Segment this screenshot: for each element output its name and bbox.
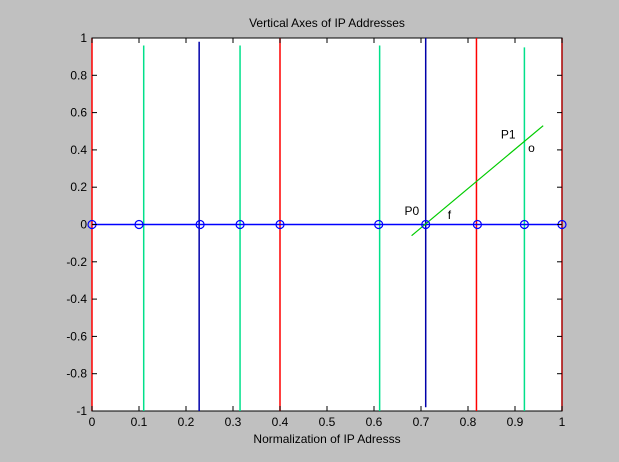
annotation-label: f: [448, 208, 452, 222]
x-tick-label: 0.5: [319, 415, 336, 429]
diagonal-line-layer: [411, 125, 544, 237]
x-tick-label: 0.6: [366, 415, 383, 429]
x-tick-label: 0.7: [413, 415, 430, 429]
data-point-marker: [519, 219, 530, 230]
y-tick-label: -0.2: [66, 255, 87, 269]
x-tick-label: 0.9: [507, 415, 524, 429]
data-point-marker: [235, 219, 245, 230]
markers-layer: [87, 219, 567, 230]
diagonal-line: [411, 125, 544, 237]
x-tick-label: 1: [559, 415, 566, 429]
data-point-marker: [134, 219, 144, 230]
data-point-marker: [195, 219, 205, 230]
x-tick-label: 0.1: [131, 415, 148, 429]
x-tick-label: 0.8: [460, 415, 477, 429]
y-tick-label: 0.2: [70, 180, 87, 194]
x-tick-label: 0.4: [272, 415, 289, 429]
annotation-label: P1: [501, 128, 516, 142]
annotations-layer: P0 f P1 o: [405, 128, 536, 222]
chart-title: Vertical Axes of IP Addresses: [249, 16, 405, 30]
x-tick-label: 0.3: [225, 415, 242, 429]
y-tick-label: 0: [80, 218, 87, 232]
y-tick-label: 0.4: [70, 143, 87, 157]
x-axis-label: Normalization of IP Adresss: [253, 432, 400, 446]
data-point-marker: [472, 219, 482, 230]
y-tick-label: 1: [80, 31, 87, 45]
y-tick-label: -0.4: [66, 292, 87, 306]
y-tick-label: -1: [76, 404, 87, 418]
data-point-marker: [275, 219, 285, 230]
y-tick-label: -0.8: [66, 367, 87, 381]
x-tick-label: 0.2: [178, 415, 195, 429]
y-tick-label: 0.8: [70, 68, 87, 82]
ticks-layer: 0 0.1 0.2 0.3 0.4 0.5 0.6 0.7 0.8 0.9 1 -1 -0.8 -0.6 -…: [66, 31, 565, 429]
y-tick-label: -0.6: [66, 329, 87, 343]
data-point-marker: [421, 219, 431, 230]
annotation-label: o: [528, 141, 535, 155]
annotation-label: P0: [405, 204, 420, 218]
data-point-marker: [374, 219, 384, 230]
y-tick-label: 0.6: [70, 106, 87, 120]
x-tick-label: 0: [89, 415, 96, 429]
